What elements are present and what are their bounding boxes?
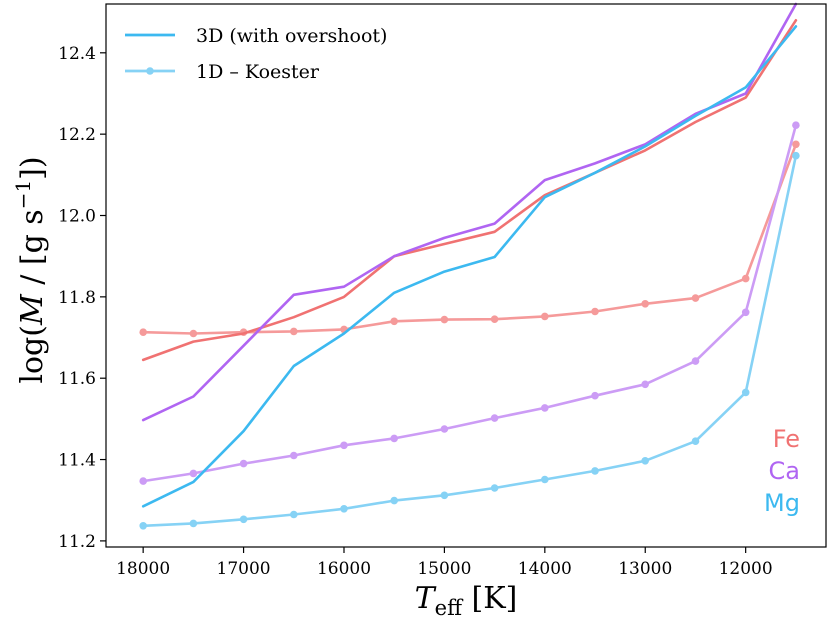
series-line-fe-3d	[141, 18, 798, 362]
plot-lines	[139, 2, 800, 530]
data-point-ca-1d	[390, 434, 399, 443]
series-line-mg-3d	[141, 25, 798, 508]
data-point-fe-1d	[440, 315, 449, 324]
y-tick-label: 12.4	[58, 44, 96, 64]
data-point-ca-1d	[591, 391, 599, 400]
series-line-ca-1d	[141, 123, 798, 483]
element-label-fe: Fe	[773, 425, 800, 453]
data-point-ca-1d	[189, 469, 198, 478]
data-point-mg-1d	[641, 457, 649, 465]
y-tick-label: 12.0	[58, 207, 96, 227]
data-point-fe-1d	[792, 140, 800, 149]
data-point-mg-1d	[340, 505, 348, 513]
data-point-fe-1d	[641, 300, 649, 308]
data-point-fe-1d	[290, 327, 298, 336]
data-point-mg-1d	[189, 519, 198, 528]
data-point-mg-1d	[541, 475, 549, 484]
x-tick-label: 12000	[719, 559, 773, 579]
data-point-mg-1d	[591, 467, 599, 475]
data-point-mg-1d	[239, 515, 248, 524]
axes-frame	[105, 3, 827, 548]
data-point-ca-1d	[340, 441, 348, 450]
y-axis-title-end: ])	[15, 156, 50, 179]
y-axis-title-pre: log(	[15, 325, 50, 384]
data-point-mg-1d	[290, 510, 298, 519]
y-tick-label: 11.2	[58, 532, 96, 552]
data-point-ca-1d	[741, 308, 750, 317]
x-tick-label: 16000	[317, 559, 371, 579]
y-axis-title: log(M / [g s−1])	[11, 156, 50, 383]
data-point-ca-1d	[290, 451, 298, 460]
x-axis-title-main: T	[415, 581, 437, 616]
data-point-fe-1d	[490, 315, 499, 324]
data-point-ca-1d	[239, 459, 248, 468]
x-tick-label: 18000	[116, 559, 170, 579]
legend-marker	[146, 67, 154, 75]
y-axis-title-exp: −1	[11, 180, 35, 209]
x-axis-title: Teff [K]	[415, 581, 518, 618]
data-point-ca-1d	[641, 380, 649, 389]
x-axis-title-sub: eff	[435, 596, 464, 618]
data-point-mg-1d	[691, 437, 700, 446]
element-label-mg: Mg	[764, 489, 800, 517]
data-point-ca-1d	[490, 414, 499, 422]
x-tick-label: 13000	[618, 559, 672, 579]
data-point-mg-1d	[139, 522, 147, 530]
element-labels: Fe Ca Mg	[764, 425, 800, 517]
data-point-ca-1d	[691, 357, 700, 365]
series-line-mg-1d	[141, 154, 798, 528]
x-tick-label: 14000	[518, 559, 572, 579]
data-point-mg-1d	[390, 496, 399, 505]
data-point-fe-1d	[591, 307, 599, 316]
x-tick-label: 17000	[217, 559, 271, 579]
data-point-fe-1d	[541, 312, 549, 321]
data-point-fe-1d	[139, 328, 147, 337]
data-point-fe-1d	[691, 294, 700, 302]
axes: 18000 17000 16000 15000 14000 13000 12000 11.2 1…	[58, 3, 827, 579]
data-point-mg-1d	[792, 151, 800, 160]
legend: 3D (with overshoot) 1D – Koester	[125, 25, 387, 83]
data-point-fe-1d	[390, 317, 399, 326]
y-tick-label: 11.8	[58, 288, 96, 308]
element-label-ca: Ca	[769, 457, 800, 485]
y-axis-title-post: / [g s	[15, 209, 50, 294]
y-tick-label: 11.4	[58, 451, 96, 471]
legend-label-1: 3D (with overshoot)	[196, 25, 387, 47]
x-axis-title-unit: [K]	[462, 581, 517, 616]
y-axis-title-var: M	[15, 293, 50, 326]
y-tick-label: 11.6	[58, 369, 96, 389]
data-point-mg-1d	[440, 491, 449, 500]
data-point-mg-1d	[741, 388, 750, 397]
data-point-ca-1d	[792, 121, 800, 129]
legend-label-2: 1D – Koester	[196, 61, 320, 83]
data-point-mg-1d	[490, 484, 499, 492]
data-point-ca-1d	[440, 425, 449, 433]
data-point-ca-1d	[541, 404, 549, 412]
y-tick-label: 12.2	[58, 125, 96, 145]
data-point-fe-1d	[741, 274, 750, 283]
data-point-fe-1d	[189, 329, 198, 338]
x-tick-label: 15000	[417, 559, 471, 579]
data-point-ca-1d	[139, 477, 147, 485]
series-line-ca-3d	[141, 2, 798, 422]
